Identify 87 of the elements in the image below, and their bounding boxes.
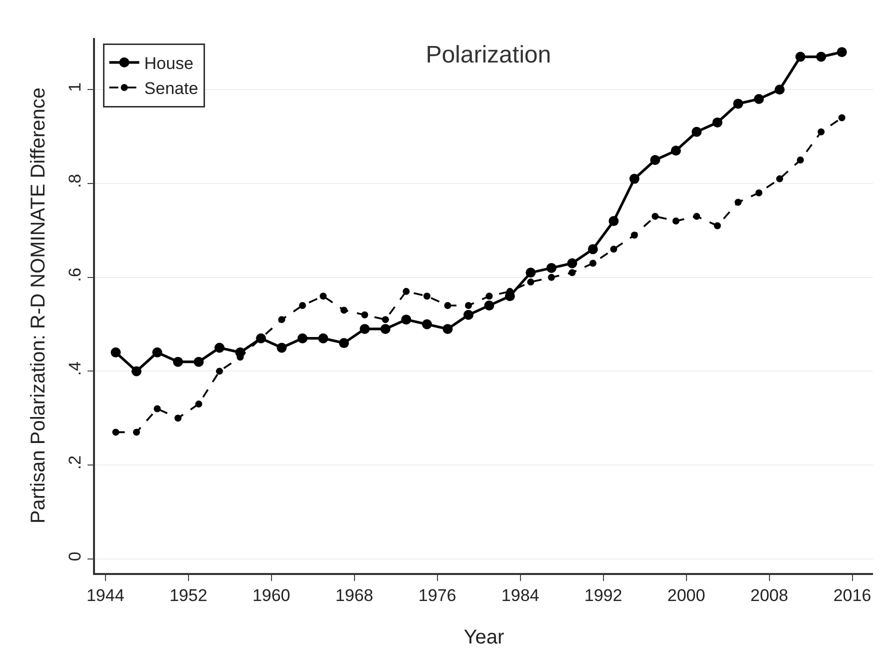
point xyxy=(670,146,681,156)
x-tick-label: 2016 xyxy=(833,586,872,606)
point xyxy=(755,189,762,196)
point xyxy=(174,414,182,422)
point xyxy=(423,292,430,300)
x-tick-label: 1960 xyxy=(252,586,290,606)
point xyxy=(112,428,120,436)
point xyxy=(630,232,638,239)
point xyxy=(568,269,576,276)
x-tick-label: 1984 xyxy=(501,586,540,606)
point xyxy=(527,278,534,286)
point xyxy=(422,319,432,330)
point xyxy=(589,260,596,267)
y-tick-label: 1 xyxy=(65,82,84,92)
point xyxy=(214,342,224,353)
point xyxy=(774,84,785,95)
x-tick-label: 1952 xyxy=(169,586,208,606)
y-tick-label: .6 xyxy=(65,268,84,282)
point xyxy=(380,324,390,334)
y-tick-label: .4 xyxy=(65,362,84,376)
point xyxy=(836,47,847,58)
point xyxy=(444,302,452,309)
point xyxy=(338,338,349,348)
point xyxy=(693,212,700,220)
point xyxy=(838,114,846,122)
point xyxy=(652,212,659,220)
point xyxy=(154,405,161,412)
point xyxy=(672,218,680,225)
point xyxy=(526,268,536,278)
point xyxy=(567,258,578,268)
y-tick-label: 0 xyxy=(65,552,84,562)
point xyxy=(195,400,202,408)
point xyxy=(610,246,618,253)
point xyxy=(776,175,784,182)
point xyxy=(152,347,162,358)
point xyxy=(692,126,702,137)
x-tick-label: 2000 xyxy=(667,586,706,606)
point xyxy=(546,262,556,273)
x-tick-label: 2008 xyxy=(750,586,788,606)
point xyxy=(608,216,619,226)
point xyxy=(361,311,368,318)
x-axis-title: Year xyxy=(464,626,505,648)
point xyxy=(650,155,660,166)
point xyxy=(401,314,412,325)
point xyxy=(110,347,121,358)
point xyxy=(360,324,370,334)
x-tick-label: 1944 xyxy=(86,586,124,606)
point xyxy=(816,52,826,62)
point xyxy=(131,366,142,376)
point xyxy=(714,222,721,230)
y-axis-title: Partisan Polarization: R-D NOMINATE Difference xyxy=(28,87,50,524)
x-tick-label: 1992 xyxy=(584,586,622,606)
point xyxy=(733,98,744,109)
point xyxy=(172,356,183,367)
point xyxy=(216,368,223,375)
point xyxy=(402,288,410,295)
x-tick-label: 1968 xyxy=(335,586,374,606)
point xyxy=(548,274,555,281)
point xyxy=(297,333,308,344)
point xyxy=(340,306,348,314)
point xyxy=(484,300,494,310)
point xyxy=(442,324,453,334)
legend-label: House xyxy=(144,54,194,74)
y-tick-label: .8 xyxy=(65,174,84,188)
point xyxy=(818,128,825,136)
point xyxy=(734,198,742,206)
point xyxy=(464,302,472,309)
point xyxy=(298,302,306,309)
legend-label: Senate xyxy=(144,79,198,98)
point xyxy=(382,316,389,324)
y-tick-label: .2 xyxy=(65,455,84,470)
point xyxy=(795,52,806,62)
x-tick-label: 1976 xyxy=(418,586,456,606)
point xyxy=(754,94,764,104)
point xyxy=(278,316,286,324)
point xyxy=(486,292,493,300)
point xyxy=(796,156,804,164)
chart-title: Polarization xyxy=(426,41,552,68)
point xyxy=(588,244,598,254)
point xyxy=(132,428,140,436)
point xyxy=(276,342,287,353)
point xyxy=(194,356,204,367)
point xyxy=(712,117,722,128)
point xyxy=(629,174,640,184)
point xyxy=(463,310,474,320)
point xyxy=(320,292,327,300)
point xyxy=(318,333,328,344)
